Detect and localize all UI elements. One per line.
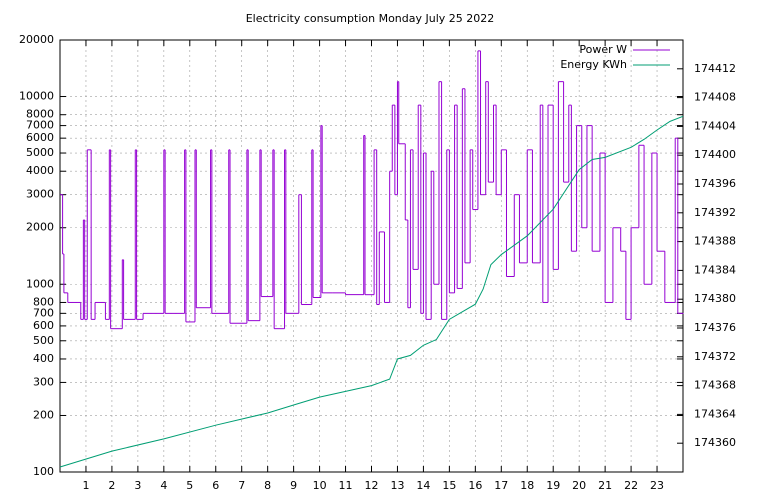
chart-title: Electricity consumption Monday July 25 2… bbox=[246, 12, 495, 25]
y2-tick-label: 174372 bbox=[694, 350, 736, 363]
y2-tick-label: 174400 bbox=[694, 148, 736, 161]
x-tick-label: 11 bbox=[339, 479, 353, 492]
y-tick-label: 7000 bbox=[26, 119, 54, 132]
x-tick-label: 18 bbox=[520, 479, 534, 492]
y-tick-label: 3000 bbox=[26, 188, 54, 201]
x-tick-label: 22 bbox=[624, 479, 638, 492]
y-tick-label: 1000 bbox=[26, 277, 54, 290]
y2-tick-label: 174368 bbox=[694, 379, 736, 392]
x-tick-label: 15 bbox=[442, 479, 456, 492]
y-tick-label: 2000 bbox=[26, 221, 54, 234]
y2-tick-label: 174408 bbox=[694, 91, 736, 104]
x-tick-label: 9 bbox=[290, 479, 297, 492]
y2-tick-label: 174396 bbox=[694, 177, 736, 190]
x-tick-label: 16 bbox=[468, 479, 482, 492]
x-tick-label: 21 bbox=[598, 479, 612, 492]
y-tick-label: 400 bbox=[33, 352, 54, 365]
legend-label: Power W bbox=[579, 43, 627, 56]
x-tick-label: 19 bbox=[546, 479, 560, 492]
y2-tick-label: 174412 bbox=[694, 62, 736, 75]
x-tick-label: 17 bbox=[494, 479, 508, 492]
x-tick-label: 6 bbox=[212, 479, 219, 492]
plot-frame bbox=[59, 39, 684, 473]
x-tick-label: 14 bbox=[416, 479, 430, 492]
y-tick-label: 20000 bbox=[19, 33, 54, 46]
x-tick-label: 12 bbox=[365, 479, 379, 492]
y2-tick-label: 174388 bbox=[694, 235, 736, 248]
energy-line bbox=[59, 115, 684, 468]
y-tick-label: 5000 bbox=[26, 146, 54, 159]
x-tick-label: 1 bbox=[82, 479, 89, 492]
y2-tick-label: 174380 bbox=[694, 292, 736, 305]
y2-tick-label: 174392 bbox=[694, 206, 736, 219]
y2-tick-label: 174376 bbox=[694, 321, 736, 334]
legend-label: Energy KWh bbox=[560, 58, 627, 71]
y2-tick-label: 174360 bbox=[694, 436, 736, 449]
y-tick-label: 600 bbox=[33, 319, 54, 332]
x-tick-label: 13 bbox=[390, 479, 404, 492]
y-tick-label: 800 bbox=[33, 295, 54, 308]
y-tick-label: 8000 bbox=[26, 108, 54, 121]
y2-tick-label: 174404 bbox=[694, 119, 736, 132]
y-tick-label: 300 bbox=[33, 375, 54, 388]
x-tick-label: 23 bbox=[650, 479, 664, 492]
y-tick-label: 700 bbox=[33, 306, 54, 319]
x-tick-label: 8 bbox=[264, 479, 271, 492]
y2-tick-label: 174384 bbox=[694, 263, 736, 276]
y-tick-label: 500 bbox=[33, 334, 54, 347]
y-tick-label: 6000 bbox=[26, 131, 54, 144]
y-tick-label: 4000 bbox=[26, 164, 54, 177]
x-tick-label: 10 bbox=[313, 479, 327, 492]
x-tick-label: 2 bbox=[108, 479, 115, 492]
y-tick-label: 200 bbox=[33, 408, 54, 421]
x-tick-label: 5 bbox=[186, 479, 193, 492]
x-tick-label: 7 bbox=[238, 479, 245, 492]
y-tick-label: 100 bbox=[33, 465, 54, 478]
y-tick-label: 10000 bbox=[19, 90, 54, 103]
y2-tick-label: 174364 bbox=[694, 407, 736, 420]
x-tick-label: 20 bbox=[572, 479, 586, 492]
x-tick-label: 4 bbox=[160, 479, 167, 492]
x-tick-label: 3 bbox=[134, 479, 141, 492]
